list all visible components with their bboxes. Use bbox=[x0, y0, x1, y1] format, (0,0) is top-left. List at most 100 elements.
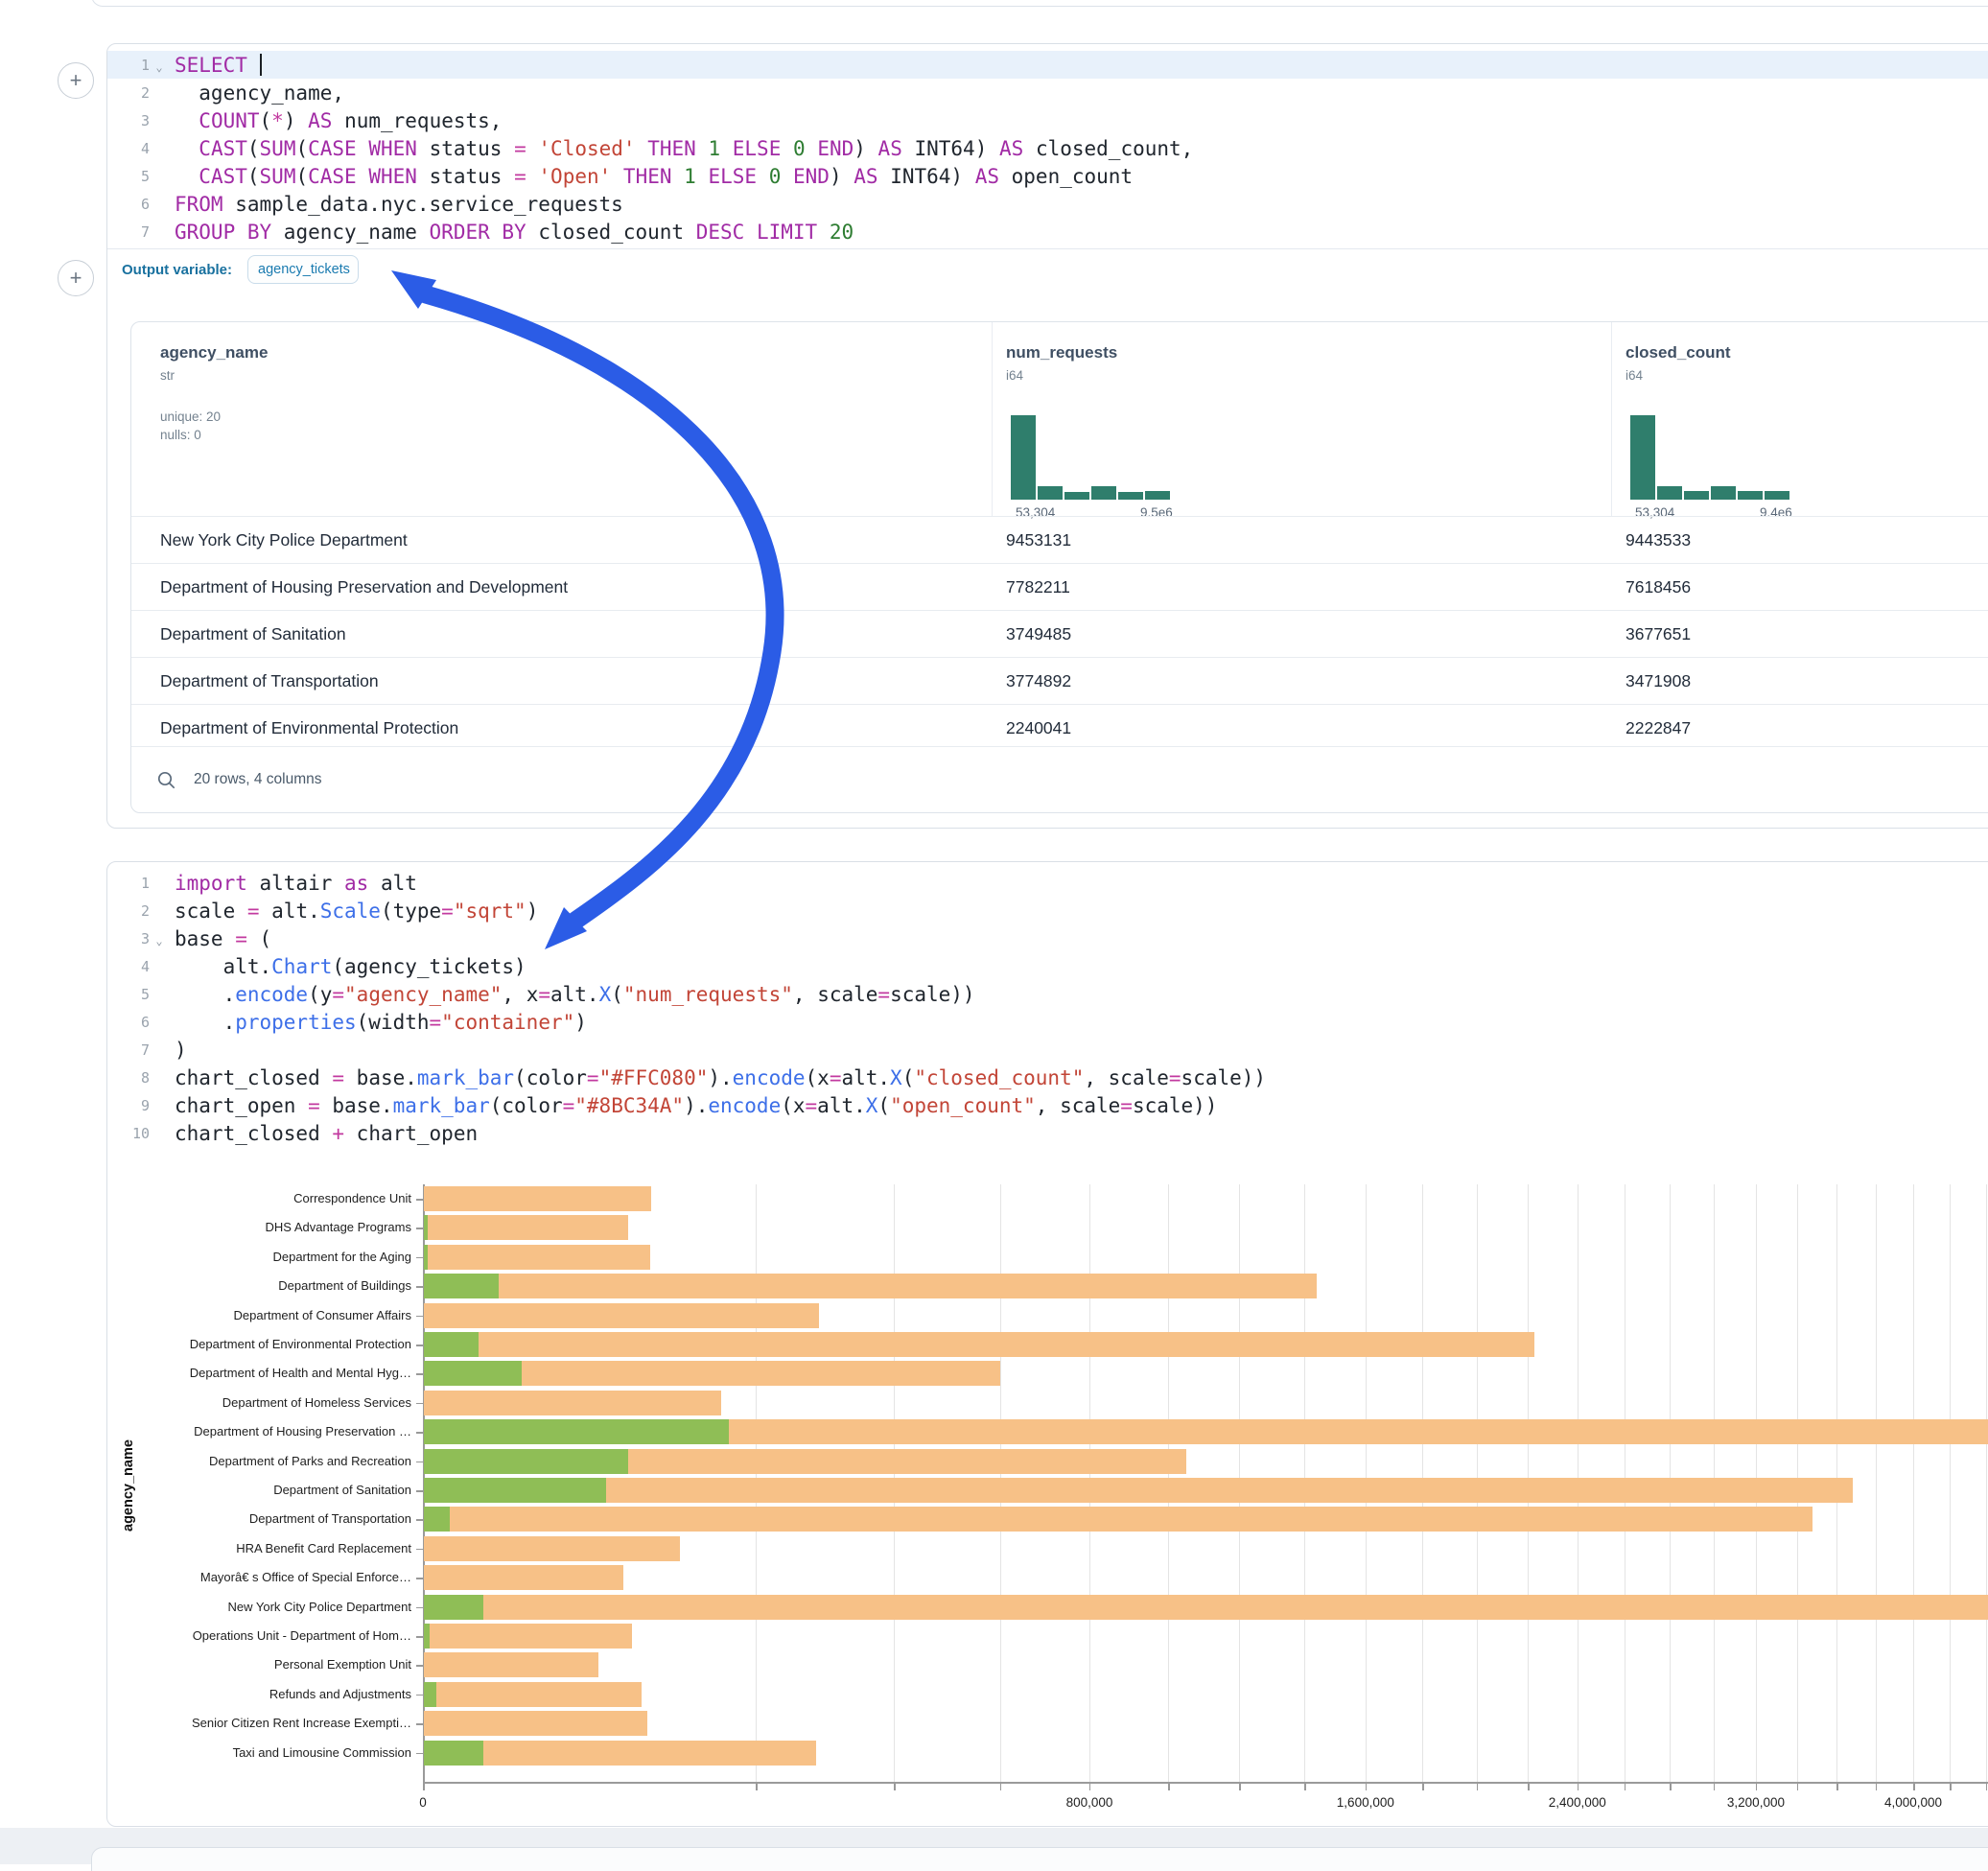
code-line[interactable]: 7 GROUP BY agency_name ORDER BY closed_co… bbox=[107, 218, 1988, 246]
y-axis-tick bbox=[416, 1694, 423, 1696]
code-line[interactable]: 3 COUNT(*) AS num_requests, bbox=[107, 106, 1988, 134]
closed-count-bar bbox=[424, 1594, 1988, 1620]
code-line[interactable]: 7) bbox=[107, 1036, 1988, 1064]
column-name: closed_count bbox=[1625, 343, 1731, 362]
y-axis-tick bbox=[416, 1519, 423, 1521]
python-code-editor[interactable]: 1 import altair as alt 2 scale = alt.Scale(… bbox=[107, 869, 1988, 1147]
closed-count-bar bbox=[424, 1565, 624, 1591]
table-cell: Department of Environmental Protection bbox=[160, 717, 459, 737]
histogram-bar bbox=[1630, 415, 1655, 500]
histogram-bar bbox=[1091, 486, 1116, 500]
x-axis-tick bbox=[1836, 1784, 1838, 1790]
column-histogram bbox=[1011, 415, 1174, 500]
line-number: 3 bbox=[140, 929, 150, 947]
gridline bbox=[1985, 1184, 1987, 1782]
histogram-bar bbox=[1684, 491, 1709, 500]
y-axis-tick bbox=[416, 1490, 423, 1492]
code-text: base = ( bbox=[175, 926, 272, 950]
column-stat: unique: 20 bbox=[160, 409, 222, 424]
histogram-bar bbox=[1038, 486, 1063, 500]
y-axis-tick bbox=[416, 1723, 423, 1725]
table-cell: 9453131 bbox=[1006, 529, 1072, 550]
y-axis-tick bbox=[416, 1578, 423, 1579]
line-number: 3 bbox=[140, 111, 150, 129]
code-text: chart_open = base.mark_bar(color="#8BC34… bbox=[175, 1093, 1218, 1117]
code-line[interactable]: 2 agency_name, bbox=[107, 79, 1988, 106]
output-variable-row: Output variable: agency_tickets bbox=[107, 249, 1988, 290]
y-axis-tick bbox=[416, 1228, 423, 1229]
code-text: ) bbox=[175, 1038, 187, 1062]
code-line[interactable]: 6 .properties(width="container") bbox=[107, 1008, 1988, 1036]
table-row: Department of Environmental Protection 22… bbox=[131, 704, 1988, 751]
line-number: 7 bbox=[140, 1041, 150, 1059]
previous-cell-bottom-edge bbox=[91, 0, 1988, 7]
line-number: 6 bbox=[140, 1013, 150, 1031]
code-text: agency_name, bbox=[175, 81, 345, 105]
code-line[interactable]: 5 CAST(SUM(CASE WHEN status = 'Open' THE… bbox=[107, 162, 1988, 190]
open-count-bar bbox=[424, 1274, 500, 1299]
code-line[interactable]: 4 CAST(SUM(CASE WHEN status = 'Closed' T… bbox=[107, 134, 1988, 162]
code-text: import altair as alt bbox=[175, 871, 417, 895]
code-text: chart_closed + chart_open bbox=[175, 1121, 479, 1145]
column-name: num_requests bbox=[1006, 343, 1118, 362]
text-cursor bbox=[259, 53, 262, 76]
results-table-footer: 20 rows, 4 columns bbox=[131, 746, 1988, 812]
line-number: 9 bbox=[140, 1096, 150, 1114]
add-cell-button-middle[interactable]: + bbox=[58, 260, 94, 296]
code-line[interactable]: 5 .encode(y="agency_name", x=alt.X("num_… bbox=[107, 980, 1988, 1008]
add-cell-button-top[interactable]: + bbox=[58, 62, 94, 99]
x-axis-tick-label: 4,000,000 bbox=[1883, 1795, 1943, 1810]
y-axis-tick bbox=[416, 1636, 423, 1638]
x-axis-tick bbox=[1985, 1784, 1988, 1790]
open-count-bar bbox=[424, 1419, 730, 1445]
closed-count-bar bbox=[424, 1274, 1318, 1299]
column-header-agency_name[interactable]: agency_name str unique: 20 nulls: 0 bbox=[160, 343, 268, 442]
code-line[interactable]: 4 alt.Chart(agency_tickets) bbox=[107, 952, 1988, 980]
table-row: Department of Sanitation 3749485 3677651 bbox=[131, 610, 1988, 657]
line-number: 2 bbox=[140, 901, 150, 920]
table-cell: 7782211 bbox=[1006, 576, 1070, 596]
x-axis-tick bbox=[423, 1784, 425, 1790]
sql-cell: 1 ⌄ SELECT 2 agency_name, 3 COUNT(*) AS num… bbox=[106, 43, 1988, 829]
table-dimensions: 20 rows, 4 columns bbox=[194, 771, 322, 787]
x-axis-tick bbox=[1950, 1784, 1952, 1790]
code-line[interactable]: 9 chart_open = base.mark_bar(color="#8BC3… bbox=[107, 1091, 1988, 1119]
x-axis-tick bbox=[894, 1784, 896, 1790]
column-header-num_requests[interactable]: num_requests i64 bbox=[1006, 343, 1117, 383]
code-line[interactable]: 3 ⌄ base = ( bbox=[107, 924, 1988, 952]
code-line[interactable]: 10 chart_closed + chart_open bbox=[107, 1119, 1988, 1147]
open-count-bar bbox=[424, 1448, 628, 1474]
output-variable-input[interactable]: agency_tickets bbox=[247, 255, 360, 284]
y-axis-label: HRA Benefit Card Replacement bbox=[236, 1540, 411, 1555]
python-cell: 1 import altair as alt 2 scale = alt.Scale(… bbox=[106, 861, 1988, 1827]
table-row: Department of Housing Preservation and D… bbox=[131, 563, 1988, 610]
y-axis-label: Senior Citizen Rent Increase Exempti… bbox=[191, 1716, 411, 1731]
code-fold-icon[interactable]: ⌄ bbox=[155, 933, 163, 947]
code-fold-icon[interactable]: ⌄ bbox=[155, 59, 163, 74]
closed-count-bar bbox=[424, 1186, 651, 1211]
code-line[interactable]: 1 ⌄ SELECT bbox=[107, 51, 1988, 79]
table-cell: 2222847 bbox=[1625, 717, 1692, 737]
code-line[interactable]: 6 FROM sample_data.nyc.service_requests bbox=[107, 190, 1988, 218]
closed-count-bar bbox=[424, 1390, 721, 1415]
x-axis-tick bbox=[1577, 1784, 1579, 1790]
bar-chart: Correspondence Unit DHS Advantage Program… bbox=[107, 862, 1988, 1826]
open-count-bar bbox=[424, 1478, 607, 1503]
open-count-bar bbox=[424, 1244, 429, 1270]
table-cell: 3749485 bbox=[1006, 623, 1072, 643]
open-count-bar bbox=[424, 1215, 428, 1241]
x-axis-tick bbox=[1713, 1784, 1716, 1790]
line-number: 6 bbox=[140, 195, 150, 213]
table-cell: New York City Police Department bbox=[160, 529, 408, 550]
sql-code-editor[interactable]: 1 ⌄ SELECT 2 agency_name, 3 COUNT(*) AS num… bbox=[107, 51, 1988, 246]
column-header-closed_count[interactable]: closed_count i64 bbox=[1625, 343, 1731, 383]
y-axis-tick bbox=[416, 1345, 423, 1346]
code-line[interactable]: 8 chart_closed = base.mark_bar(color="#FF… bbox=[107, 1064, 1988, 1091]
x-axis-tick bbox=[1528, 1784, 1530, 1790]
code-line[interactable]: 1 import altair as alt bbox=[107, 869, 1988, 897]
line-number: 10 bbox=[131, 1124, 150, 1142]
column-separator bbox=[992, 322, 993, 516]
y-axis-label: Department of Health and Mental Hyg… bbox=[189, 1366, 411, 1381]
y-axis-label: Department of Buildings bbox=[278, 1278, 411, 1294]
search-icon[interactable] bbox=[156, 770, 176, 790]
